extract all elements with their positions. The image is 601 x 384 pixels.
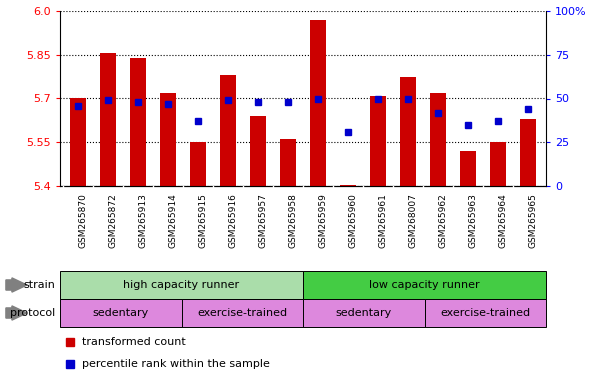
Bar	[182, 299, 303, 327]
Bar	[130, 58, 146, 186]
Text: GSM265913: GSM265913	[138, 193, 147, 248]
Text: percentile rank within the sample: percentile rank within the sample	[82, 359, 270, 369]
Bar	[340, 185, 356, 186]
Text: GSM265963: GSM265963	[468, 193, 477, 248]
Bar	[250, 116, 266, 186]
FancyArrow shape	[6, 306, 27, 320]
Text: GSM265961: GSM265961	[378, 193, 387, 248]
Bar	[490, 142, 506, 186]
Bar	[400, 77, 416, 186]
Bar	[303, 271, 546, 299]
Bar	[279, 139, 296, 186]
Text: transformed count: transformed count	[82, 336, 186, 346]
Text: GSM268007: GSM268007	[408, 193, 417, 248]
Bar	[160, 93, 176, 186]
Text: sedentary: sedentary	[93, 308, 149, 318]
Text: GSM265964: GSM265964	[498, 193, 507, 248]
Text: GSM265957: GSM265957	[258, 193, 267, 248]
Text: GSM265916: GSM265916	[228, 193, 237, 248]
Text: GSM265958: GSM265958	[288, 193, 297, 248]
Bar	[220, 75, 236, 186]
Text: GSM265915: GSM265915	[198, 193, 207, 248]
Text: GSM265872: GSM265872	[108, 193, 117, 248]
Text: GSM265959: GSM265959	[318, 193, 327, 248]
Text: GSM265962: GSM265962	[438, 193, 447, 248]
Bar	[370, 96, 386, 186]
Text: GSM265960: GSM265960	[348, 193, 357, 248]
Bar	[60, 271, 303, 299]
Bar	[70, 99, 87, 186]
Text: sedentary: sedentary	[335, 308, 392, 318]
Bar	[460, 151, 476, 186]
Bar	[190, 142, 206, 186]
Text: low capacity runner: low capacity runner	[369, 280, 480, 290]
Bar	[303, 299, 424, 327]
FancyArrow shape	[6, 278, 27, 292]
Text: GSM265870: GSM265870	[78, 193, 87, 248]
Bar	[310, 20, 326, 186]
Text: strain: strain	[23, 280, 55, 290]
Text: exercise-trained: exercise-trained	[197, 308, 287, 318]
Text: GSM265914: GSM265914	[168, 193, 177, 248]
Bar	[424, 299, 546, 327]
Bar	[520, 119, 536, 186]
Text: exercise-trained: exercise-trained	[440, 308, 530, 318]
Text: high capacity runner: high capacity runner	[123, 280, 240, 290]
Text: protocol: protocol	[10, 308, 55, 318]
Bar	[430, 93, 447, 186]
Text: GSM265965: GSM265965	[528, 193, 537, 248]
Bar	[60, 299, 182, 327]
Bar	[100, 53, 116, 186]
